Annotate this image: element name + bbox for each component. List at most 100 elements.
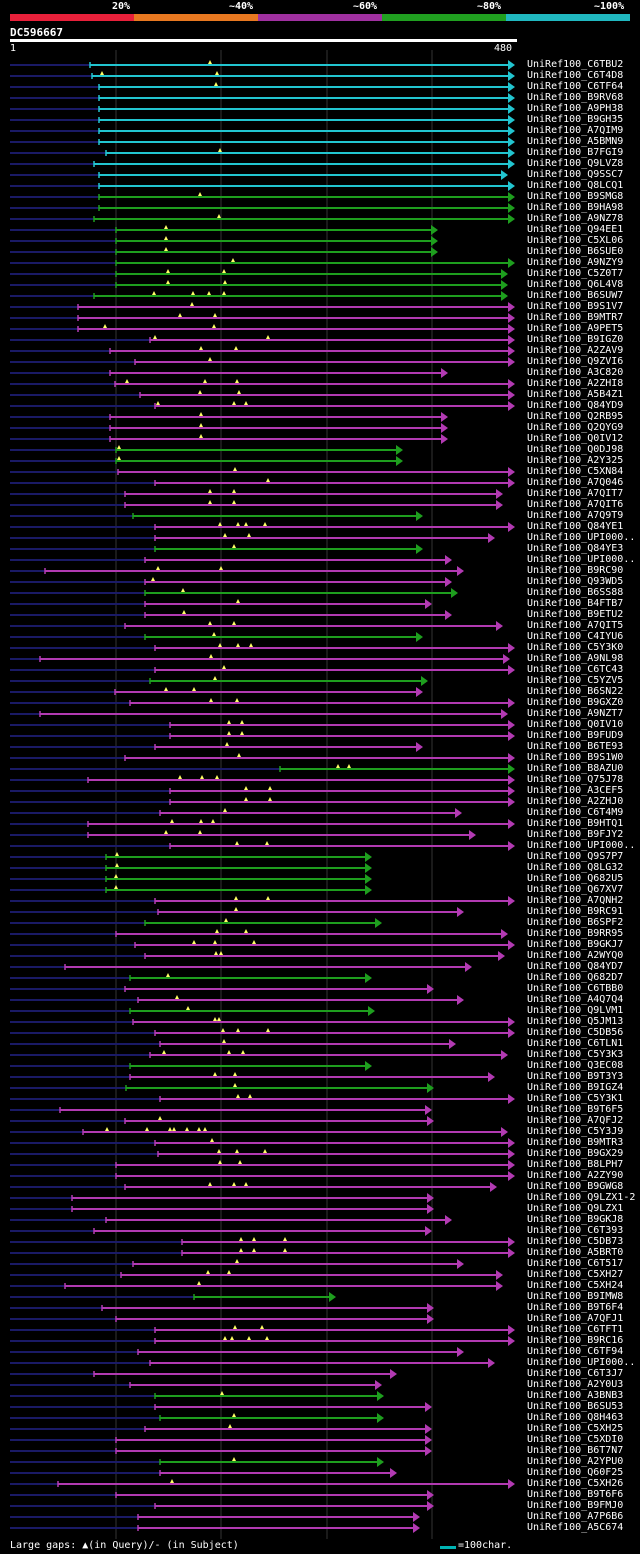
hit-label[interactable]: UniRef100_B9RV68: [527, 92, 624, 103]
hit-label[interactable]: UniRef100_B8LPH7: [527, 1159, 624, 1170]
hit-label[interactable]: UniRef100_A2ZY90: [527, 1170, 624, 1181]
hit-label[interactable]: UniRef100_B8AZU0: [527, 763, 624, 774]
hit-label[interactable]: UniRef100_A9NZY9: [527, 257, 624, 268]
hit-label[interactable]: UniRef100_A9PET5: [527, 323, 624, 334]
hit-label[interactable]: UniRef100_B9T3Y3: [527, 1071, 624, 1082]
hit-label[interactable]: UniRef100_C6T3J7: [527, 1368, 624, 1379]
hit-label[interactable]: UniRef100_A7QFJ1: [527, 1313, 624, 1324]
hit-label[interactable]: UniRef100_Q75J78: [527, 774, 624, 785]
hit-label[interactable]: UniRef100_Q682D7: [527, 972, 624, 983]
hit-label[interactable]: UniRef100_C6TBB0: [527, 983, 624, 994]
hit-label[interactable]: UniRef100_C5YZV5: [527, 675, 624, 686]
hit-label[interactable]: UniRef100_C5Y3K3: [527, 1049, 624, 1060]
hit-label[interactable]: UniRef100_B9FUD9: [527, 730, 624, 741]
hit-label[interactable]: UniRef100_Q8H463: [527, 1412, 624, 1423]
hit-label[interactable]: UniRef100_A7QIM9: [527, 125, 624, 136]
hit-label[interactable]: UniRef100_B9ETU2: [527, 609, 624, 620]
hit-label[interactable]: UniRef100_B9FJY2: [527, 829, 624, 840]
hit-label[interactable]: UniRef100_Q9LVZ8: [527, 158, 624, 169]
hit-label[interactable]: UniRef100_A5BMN9: [527, 136, 624, 147]
hit-label[interactable]: UniRef100_B9HTQ1: [527, 818, 624, 829]
hit-label[interactable]: UniRef100_A7Q046: [527, 477, 624, 488]
hit-label[interactable]: UniRef100_C5Y3J9: [527, 1126, 624, 1137]
hit-label[interactable]: UniRef100_B4FTB7: [527, 598, 624, 609]
hit-label[interactable]: UniRef100_Q94EE1: [527, 224, 624, 235]
hit-label[interactable]: UniRef100_A2Y0U3: [527, 1379, 624, 1390]
hit-label[interactable]: UniRef100_Q93WD5: [527, 576, 624, 587]
hit-label[interactable]: UniRef100_Q5JM13: [527, 1016, 624, 1027]
hit-label[interactable]: UniRef100_Q0IV12: [527, 433, 624, 444]
hit-label[interactable]: UniRef100_C5Y3K1: [527, 1093, 624, 1104]
hit-label[interactable]: UniRef100_Q67XV7: [527, 884, 624, 895]
hit-label[interactable]: UniRef100_Q9LZX1-2: [527, 1192, 636, 1203]
hit-label[interactable]: UniRef100_Q60F25: [527, 1467, 624, 1478]
hit-label[interactable]: UniRef100_A4Q7Q4: [527, 994, 624, 1005]
hit-label[interactable]: UniRef100_Q84YD9: [527, 400, 624, 411]
hit-label[interactable]: UniRef100_B6SN22: [527, 686, 624, 697]
hit-label[interactable]: UniRef100_C5DB73: [527, 1236, 624, 1247]
hit-label[interactable]: UniRef100_C6T393: [527, 1225, 624, 1236]
hit-label[interactable]: UniRef100_UPI000..: [527, 840, 636, 851]
hit-label[interactable]: UniRef100_C6TFT1: [527, 1324, 624, 1335]
hit-label[interactable]: UniRef100_A5B4Z1: [527, 389, 624, 400]
hit-label[interactable]: UniRef100_B6SPF2: [527, 917, 624, 928]
hit-label[interactable]: UniRef100_B6SUE0: [527, 246, 624, 257]
hit-label[interactable]: UniRef100_A7QIT5: [527, 620, 624, 631]
hit-label[interactable]: UniRef100_B6SU53: [527, 1401, 624, 1412]
hit-label[interactable]: UniRef100_A2ZHI8: [527, 378, 624, 389]
hit-label[interactable]: UniRef100_C5XL06: [527, 235, 624, 246]
hit-label[interactable]: UniRef100_Q9LZX1: [527, 1203, 624, 1214]
hit-label[interactable]: UniRef100_A7QNH2: [527, 895, 624, 906]
hit-label[interactable]: UniRef100_B9T6F5: [527, 1104, 624, 1115]
hit-label[interactable]: UniRef100_UPI000..: [527, 1357, 636, 1368]
hit-label[interactable]: UniRef100_B9MTR3: [527, 1137, 624, 1148]
hit-label[interactable]: UniRef100_A9NZT7: [527, 708, 624, 719]
hit-label[interactable]: UniRef100_B9IMW8: [527, 1291, 624, 1302]
hit-label[interactable]: UniRef100_B9S1V7: [527, 301, 624, 312]
hit-label[interactable]: UniRef100_B9RC90: [527, 565, 624, 576]
hit-label[interactable]: UniRef100_C5XH26: [527, 1478, 624, 1489]
hit-label[interactable]: UniRef100_B9GWG8: [527, 1181, 624, 1192]
hit-label[interactable]: UniRef100_Q8LCQ1: [527, 180, 624, 191]
hit-label[interactable]: UniRef100_Q84YE1: [527, 521, 624, 532]
hit-label[interactable]: UniRef100_A7Q9T9: [527, 510, 624, 521]
hit-label[interactable]: UniRef100_C5Z0T7: [527, 268, 624, 279]
hit-label[interactable]: UniRef100_A2ZAV9: [527, 345, 624, 356]
hit-label[interactable]: UniRef100_Q2RB95: [527, 411, 624, 422]
hit-label[interactable]: UniRef100_C6T4M9: [527, 807, 624, 818]
hit-label[interactable]: UniRef100_A9PH38: [527, 103, 624, 114]
hit-label[interactable]: UniRef100_B9MTR7: [527, 312, 624, 323]
hit-label[interactable]: UniRef100_UPI000..: [527, 554, 636, 565]
hit-label[interactable]: UniRef100_B6TE93: [527, 741, 624, 752]
hit-label[interactable]: UniRef100_B9GX29: [527, 1148, 624, 1159]
hit-label[interactable]: UniRef100_C4IYU6: [527, 631, 624, 642]
hit-label[interactable]: UniRef100_B9IGZ0: [527, 334, 624, 345]
hit-label[interactable]: UniRef100_C5XDI0: [527, 1434, 624, 1445]
hit-label[interactable]: UniRef100_B6SS88: [527, 587, 624, 598]
hit-label[interactable]: UniRef100_Q3EC08: [527, 1060, 624, 1071]
hit-label[interactable]: UniRef100_A7QIT7: [527, 488, 624, 499]
hit-label[interactable]: UniRef100_B9RC91: [527, 906, 624, 917]
hit-label[interactable]: UniRef100_A2ZHJ0: [527, 796, 624, 807]
hit-label[interactable]: UniRef100_A2WYQ0: [527, 950, 624, 961]
hit-label[interactable]: UniRef100_A2Y325: [527, 455, 624, 466]
hit-label[interactable]: UniRef100_B9SMG8: [527, 191, 624, 202]
hit-label[interactable]: UniRef100_A9NZ78: [527, 213, 624, 224]
hit-label[interactable]: UniRef100_B6T7N7: [527, 1445, 624, 1456]
hit-label[interactable]: UniRef100_B6SUW7: [527, 290, 624, 301]
hit-label[interactable]: UniRef100_Q9SSC7: [527, 169, 624, 180]
hit-label[interactable]: UniRef100_B7FGI9: [527, 147, 624, 158]
hit-label[interactable]: UniRef100_A7P6B6: [527, 1511, 624, 1522]
hit-label[interactable]: UniRef100_C6T4D8: [527, 70, 624, 81]
hit-label[interactable]: UniRef100_UPI000..: [527, 532, 636, 543]
hit-label[interactable]: UniRef100_A3C820: [527, 367, 624, 378]
hit-label[interactable]: UniRef100_B9RR95: [527, 928, 624, 939]
hit-label[interactable]: UniRef100_Q0IV10: [527, 719, 624, 730]
hit-label[interactable]: UniRef100_A2YPU0: [527, 1456, 624, 1467]
hit-label[interactable]: UniRef100_C6TBU2: [527, 59, 624, 70]
hit-label[interactable]: UniRef100_A5BRT0: [527, 1247, 624, 1258]
hit-label[interactable]: UniRef100_Q9LVM1: [527, 1005, 624, 1016]
hit-label[interactable]: UniRef100_Q2QYG9: [527, 422, 624, 433]
hit-label[interactable]: UniRef100_A7QIT6: [527, 499, 624, 510]
hit-label[interactable]: UniRef100_A9NL98: [527, 653, 624, 664]
